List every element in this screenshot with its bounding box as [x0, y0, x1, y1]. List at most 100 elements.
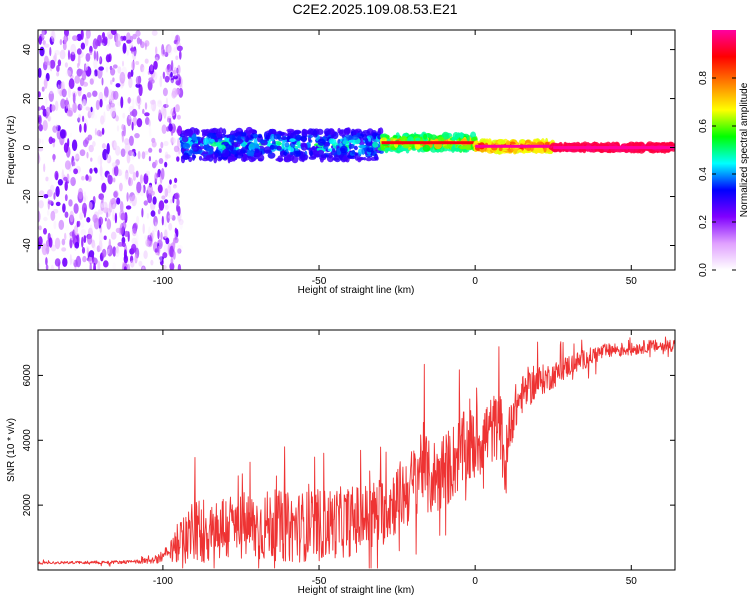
heatmap-cell — [311, 145, 316, 151]
heatmap-cell — [85, 174, 89, 181]
heatmap-cell — [296, 141, 301, 147]
heatmap-cell — [402, 143, 411, 149]
heatmap-cell — [106, 143, 110, 155]
heatmap-cell — [465, 144, 472, 151]
heatmap-cell — [113, 140, 118, 149]
heatmap-cell — [100, 115, 105, 125]
heatmap-cell — [185, 129, 190, 134]
heatmap-cell — [150, 79, 155, 84]
snr-axes: -100 -50 0 50 2000 4000 6000 — [22, 330, 675, 587]
colorbar-label: Normalized spectral amplitude — [739, 82, 750, 217]
heatmap-cell — [328, 152, 333, 159]
heatmap-cell — [96, 50, 99, 62]
heatmap-cell — [64, 194, 68, 202]
heatmap-cell — [91, 239, 96, 249]
heatmap-cell — [263, 146, 272, 154]
colorbar-axes: 0.0 0.2 0.4 0.6 0.8 — [698, 71, 736, 277]
heatmap-cell — [207, 147, 213, 152]
heatmap-cell — [127, 97, 132, 104]
heatmap-cell — [105, 66, 109, 73]
heatmap-cell — [53, 220, 57, 230]
heatmap-cell — [82, 81, 89, 87]
heatmap-cell — [79, 212, 83, 220]
heatmap-cell — [147, 192, 153, 204]
heatmap-cell — [288, 147, 295, 153]
heatmap-cell — [100, 202, 105, 208]
heatmap-cell — [47, 115, 52, 122]
heatmap-cell — [94, 168, 98, 174]
heatmap-cell — [161, 124, 167, 134]
heatmap-cell — [114, 247, 120, 258]
heatmap-cell — [88, 201, 93, 210]
heatmap-cell — [209, 138, 215, 143]
heatmap-cell — [38, 210, 41, 223]
heatmap-cell — [62, 203, 66, 213]
heatmap-cell — [39, 46, 45, 57]
heatmap-cell — [54, 49, 60, 56]
heatmap-cell — [150, 63, 154, 72]
heatmap-cell — [132, 116, 138, 126]
heatmap-cell — [50, 210, 56, 221]
heatmap-cell — [106, 152, 110, 163]
x-tick-label: -50 — [312, 276, 327, 287]
heatmap-cell — [102, 148, 108, 161]
heatmap-cell — [112, 77, 115, 82]
heatmap-cell — [138, 104, 141, 110]
heatmap-cell — [165, 97, 168, 109]
heatmap-cell — [98, 209, 102, 215]
heatmap-cell — [110, 79, 113, 85]
heatmap-cell — [73, 203, 79, 214]
y-tick-label: -20 — [22, 189, 33, 204]
heatmap-cell — [120, 148, 126, 157]
heatmap-cell — [80, 229, 87, 236]
heatmap-cell — [44, 55, 49, 66]
heatmap-cell — [170, 257, 174, 265]
heatmap-cell — [135, 83, 141, 88]
heatmap-cell — [129, 111, 135, 116]
heatmap-cell — [115, 33, 121, 46]
heatmap-cell — [276, 134, 282, 140]
colorbar-tick-label: 0.2 — [698, 215, 709, 229]
heatmap-cell — [109, 94, 114, 104]
heatmap-cell — [257, 133, 263, 139]
heatmap-cell — [103, 111, 106, 123]
heatmap-cell — [377, 127, 381, 134]
y-tick-label: 2000 — [22, 494, 33, 517]
heatmap-cell — [158, 200, 165, 211]
heatmap-cell — [202, 151, 209, 155]
heatmap-cell — [169, 262, 175, 270]
heatmap-cell — [173, 184, 177, 189]
heatmap-cell — [54, 237, 61, 250]
heatmap-cell — [38, 262, 41, 269]
heatmap-cell — [161, 105, 165, 116]
heatmap-cell — [144, 112, 150, 117]
heatmap-cell — [222, 149, 230, 158]
heatmap-cell — [121, 236, 126, 244]
heatmap-cell — [49, 46, 52, 57]
heatmap-cell — [279, 131, 285, 136]
heatmap-cell — [67, 66, 73, 77]
heatmap-cell — [115, 145, 121, 156]
heatmap-cell — [92, 114, 98, 120]
heatmap-cell — [109, 198, 116, 203]
heatmap-cell — [158, 148, 162, 153]
heatmap-cell — [168, 123, 173, 132]
heatmap-cell — [47, 200, 54, 205]
heatmap-cell — [157, 184, 163, 194]
heatmap-cell — [237, 135, 241, 142]
heatmap-cell — [135, 76, 141, 85]
heatmap-cell — [245, 126, 253, 135]
heatmap-cell — [43, 228, 47, 235]
heatmap-cell — [157, 100, 163, 108]
heatmap-cell — [353, 152, 359, 156]
heatmap-cell — [233, 141, 239, 148]
heatmap-cell — [73, 161, 76, 167]
colorbar-tick-label: 0.6 — [698, 119, 709, 133]
heatmap-cell — [116, 197, 121, 205]
heatmap-cell — [189, 127, 196, 135]
heatmap-cell — [41, 139, 44, 145]
heatmap-cell — [173, 145, 180, 153]
heatmap-ridge — [475, 144, 554, 148]
heatmap-cell — [150, 259, 154, 266]
heatmap-cell — [215, 131, 223, 138]
